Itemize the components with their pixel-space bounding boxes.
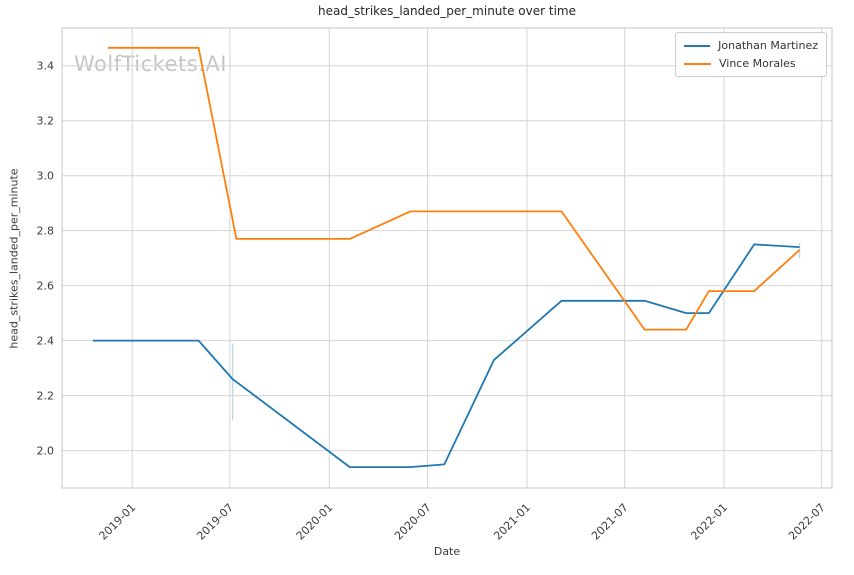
- y-tick-label: 2.2: [37, 390, 55, 403]
- y-tick-label: 3.2: [37, 115, 55, 128]
- legend: Jonathan Martinez Vince Morales: [675, 32, 827, 77]
- y-tick-label: 2.8: [37, 225, 55, 238]
- plot-border: [61, 27, 833, 489]
- x-tick-label: 2021-07: [589, 501, 631, 543]
- x-tick-label: 2020-01: [294, 501, 336, 543]
- x-tick-label: 2019-07: [194, 501, 236, 543]
- y-axis-label: head_strikes_landed_per_minute: [7, 167, 21, 349]
- x-tick-label: 2022-01: [688, 501, 730, 543]
- y-axis-label-wrap: head_strikes_landed_per_minute: [2, 28, 26, 488]
- series-line-jonathan-martinez: [92, 243, 800, 469]
- y-tick-label: 2.4: [37, 335, 55, 348]
- legend-entry-vince-morales: Vince Morales: [684, 56, 818, 71]
- y-tick-label: 2.0: [37, 445, 55, 458]
- y-tick-label: 2.6: [37, 280, 55, 293]
- x-axis-label: Date: [433, 545, 461, 558]
- legend-line-swatch-blue: [684, 44, 711, 47]
- legend-label: Jonathan Martinez: [718, 39, 818, 52]
- x-tick-label: 2022-07: [786, 501, 828, 543]
- legend-line-swatch-orange: [684, 62, 711, 65]
- x-tick-label: 2019-01: [97, 501, 139, 543]
- legend-label: Vince Morales: [719, 57, 796, 70]
- x-tick-label: 2021-01: [491, 501, 533, 543]
- legend-entry-jonathan-martinez: Jonathan Martinez: [684, 38, 818, 53]
- y-tick-label: 3.0: [37, 170, 55, 183]
- y-tick-label: 3.4: [37, 60, 55, 73]
- series-line-vince-morales: [107, 46, 801, 331]
- x-tick-label: 2020-07: [392, 501, 434, 543]
- chart-title: head_strikes_landed_per_minute over time: [317, 4, 576, 18]
